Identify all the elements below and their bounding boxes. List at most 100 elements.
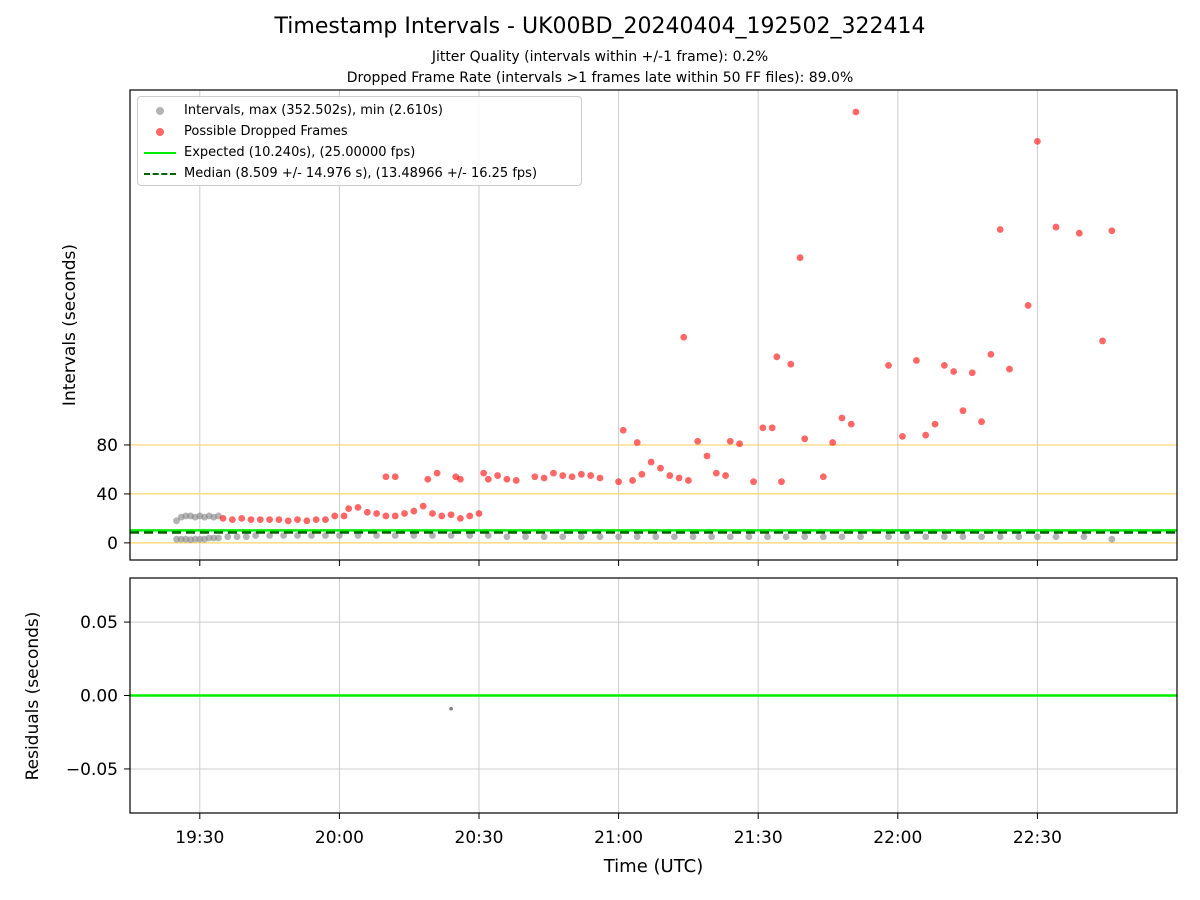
interval-point [191,535,199,543]
dropped-frame-point [996,226,1004,233]
legend-label: Possible Dropped Frames [184,124,348,139]
x-axis-label: Time (UTC) [603,856,704,877]
x-tick-label: 22:30 [1013,828,1062,848]
dropped-frame-point [773,353,781,361]
dropped-frame-point [759,424,767,432]
dropped-frame-point [410,507,418,515]
interval-point [373,532,381,539]
dropped-frame-point [629,477,636,484]
interval-point [819,533,827,541]
y-tick-label: 80 [96,436,118,456]
y-tick-label: 0.00 [80,687,118,707]
legend-label: Median (8.509 +/- 14.976 s), (13.48966 +… [184,166,538,181]
interval-point [596,533,604,541]
interval-point [782,533,790,541]
dropped-frame-point [484,475,492,483]
dropped-frame-point [363,508,371,516]
dropped-frame-point [559,472,567,479]
dropped-frame-point [726,437,734,445]
interval-point [838,533,846,541]
interval-point [466,532,474,539]
dropped-frame-point [1024,302,1032,309]
interval-point [224,533,232,541]
interval-point [196,535,204,543]
interval-point [503,533,511,541]
interval-point [429,532,436,539]
interval-point [322,532,329,539]
interval-point [522,533,529,541]
dropped-frame-point [847,420,855,428]
dropped-frame-point [419,502,427,510]
dropped-frame-point [1108,227,1116,235]
interval-point [173,517,180,525]
dropped-frame-point [447,511,455,519]
dropped-frame-point [373,510,381,517]
interval-point [484,532,492,539]
y-tick-label: 0 [107,534,118,554]
dropped-frame-point [456,475,464,483]
dropped-frame-point [429,510,436,517]
interval-point [857,533,864,541]
dropped-frame-point [219,514,227,522]
dropped-frame-point [899,432,906,440]
dropped-frame-point [284,517,292,525]
interval-point [633,533,641,541]
interval-point [215,534,222,542]
dropped-frame-point [577,470,585,478]
dropped-frame-point [1099,337,1106,345]
interval-point [801,533,809,541]
interval-point [540,533,548,541]
dropped-frame-point [401,510,408,517]
dropped-frame-point [922,431,930,439]
red-dot-icon [156,128,164,136]
y-tick-label: 0.05 [80,613,118,633]
dropped-frame-point [275,516,283,524]
interval-point [577,533,585,541]
dropped-frame-point [340,512,348,520]
x-tick-label: 21:00 [594,828,643,848]
dropped-frame-point [978,418,985,426]
dropped-frame-point [391,473,399,481]
interval-point [996,533,1004,541]
dropped-frame-point [303,517,311,525]
dropped-frame-point [675,474,683,482]
dropped-frame-point [587,472,595,479]
interval-point [242,533,250,541]
interval-point [903,533,911,541]
dropped-frame-point [768,424,776,432]
dropped-frame-point [247,516,255,524]
dropped-frame-point [666,472,674,479]
dropped-frame-point [256,516,264,524]
chart-title: Timestamp Intervals - UK00BD_20240404_19… [274,14,926,39]
dropped-frame-point [819,473,827,481]
interval-point [177,535,185,543]
dropped-frame-point [801,435,809,443]
interval-point [708,533,716,541]
dropped-frame-point [657,464,664,472]
interval-point [1108,535,1116,543]
dropped-frame-point [456,514,464,522]
dropped-frame-point [550,469,557,477]
dropped-frame-point [885,361,892,369]
intervals-plot: 0 40 80 Intervals (seconds) [60,89,1178,566]
gray-dot-icon [156,107,164,115]
dropped-frame-point [494,472,502,479]
interval-point [940,533,948,541]
dropped-frame-point [480,469,488,477]
interval-point [615,533,622,541]
interval-point [1052,533,1060,541]
interval-point [266,532,273,539]
dropped-frame-point [615,478,622,486]
interval-point [354,532,362,539]
dropped-frame-point [852,108,860,116]
interval-point [978,533,985,541]
x-tick-label: 20:30 [455,828,504,848]
dropped-frame-point [950,368,958,375]
dropped-frame-point [838,414,846,422]
dropped-frame-point [968,369,976,377]
dropped-frame-point [619,426,627,434]
interval-point [1034,533,1041,541]
legend-item-median: Median (8.509 +/- 14.976 s), (13.48966 +… [138,164,581,184]
dropped-frame-point [987,350,995,358]
x-tick-label: 19:30 [175,828,224,848]
